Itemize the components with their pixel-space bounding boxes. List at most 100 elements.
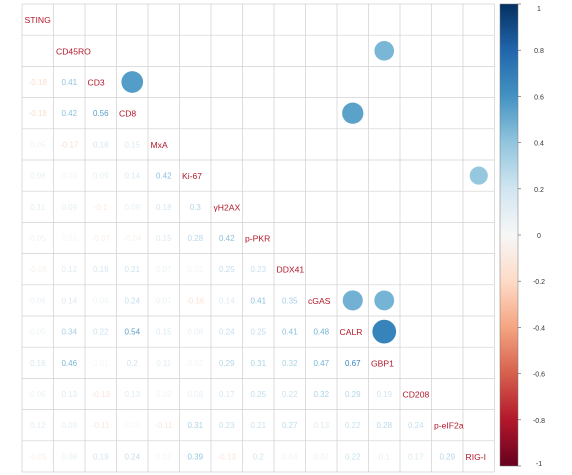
corr-value-rig-i-gh2ax: -0.13 bbox=[218, 452, 237, 461]
variable-label-calr: CALR bbox=[340, 327, 363, 337]
matrix-cells: STING CD45RO CD3 CD8 MxA Ki-67 γH2AX p-PKR DDX41… bbox=[25, 15, 488, 462]
corr-value-gbp1-mxa: 0.11 bbox=[156, 359, 172, 368]
corr-value-p-pkr-mxa: 0.15 bbox=[156, 234, 172, 243]
corr-value-gbp1-sting: 0.16 bbox=[30, 359, 46, 368]
corr-value-ki-67-cd45ro: 0.03 bbox=[61, 172, 77, 181]
corr-value-p-eif2a-sting: 0.12 bbox=[30, 421, 46, 430]
corr-value-ki-67-mxa: 0.42 bbox=[156, 172, 172, 181]
variable-label-rig-i: RIG-I bbox=[466, 452, 487, 462]
corr-value-p-eif2a-p-pkr: 0.21 bbox=[250, 421, 266, 430]
corr-circle-cgas-gbp1 bbox=[374, 290, 395, 311]
corr-value-gbp1-ki-67: 0.02 bbox=[187, 359, 203, 368]
corr-circle-ki-67-rig-i bbox=[469, 166, 488, 185]
corr-value-cgas-ki-67: -0.16 bbox=[186, 296, 205, 305]
corr-circle-cd8-calr bbox=[342, 102, 364, 124]
corr-value-cgas-cd3: 0.04 bbox=[93, 296, 109, 305]
corr-value-calr-sting: 0.05 bbox=[30, 328, 46, 337]
corr-value-calr-cgas: 0.48 bbox=[313, 328, 329, 337]
corr-value-calr-ki-67: 0.08 bbox=[187, 328, 203, 337]
corr-value-gh2ax-ki-67: 0.3 bbox=[190, 203, 202, 212]
corr-value-p-eif2a-cd208: 0.24 bbox=[408, 421, 424, 430]
colorbar-tick-label: -1 bbox=[536, 461, 542, 468]
corr-value-cd208-ki-67: 0.08 bbox=[187, 390, 203, 399]
corr-value-gh2ax-mxa: 0.18 bbox=[156, 203, 172, 212]
corr-value-rig-i-p-eif2a: 0.29 bbox=[439, 452, 455, 461]
corr-value-mxa-sting: 0.05 bbox=[30, 140, 46, 149]
corr-value-p-pkr-cd3: -0.07 bbox=[92, 234, 111, 243]
corr-value-rig-i-cd3: 0.19 bbox=[93, 452, 109, 461]
corr-value-rig-i-cd45ro: 0.08 bbox=[61, 452, 77, 461]
corr-value-gbp1-calr: 0.67 bbox=[345, 359, 361, 368]
corr-value-cd208-sting: 0.06 bbox=[30, 390, 46, 399]
corr-value-gbp1-cgas: 0.47 bbox=[313, 359, 329, 368]
corr-circle-cd45ro-gbp1 bbox=[374, 40, 395, 61]
corr-value-cd208-mxa: 0.02 bbox=[156, 390, 172, 399]
corr-value-cd8-sting: -0.18 bbox=[29, 109, 48, 118]
corr-value-gbp1-ddx41: 0.32 bbox=[282, 359, 298, 368]
corr-value-gbp1-p-pkr: 0.31 bbox=[250, 359, 266, 368]
corr-value-p-pkr-gh2ax: 0.42 bbox=[219, 234, 235, 243]
colorbar-tick-label: -0.8 bbox=[533, 418, 545, 425]
corr-value-rig-i-p-pkr: 0.2 bbox=[253, 452, 265, 461]
corr-value-p-eif2a-gbp1: 0.28 bbox=[376, 421, 392, 430]
corr-value-mxa-cd8: 0.15 bbox=[124, 140, 140, 149]
corr-value-cd208-calr: 0.29 bbox=[345, 390, 361, 399]
corr-value-p-pkr-cd8: -0.04 bbox=[123, 234, 142, 243]
corr-value-gbp1-cd8: 0.2 bbox=[127, 359, 139, 368]
corr-value-gh2ax-sting: 0.11 bbox=[30, 203, 46, 212]
variable-label-ddx41: DDX41 bbox=[277, 265, 305, 275]
corr-value-cd208-cd3: -0.13 bbox=[92, 390, 111, 399]
colorbar-tick-label: 1 bbox=[537, 6, 541, 13]
corr-value-cd3-sting: -0.18 bbox=[29, 78, 48, 87]
corr-value-calr-mxa: 0.15 bbox=[156, 328, 172, 337]
colorbar-tick-label: 0.8 bbox=[534, 48, 544, 55]
corr-value-cgas-cd8: 0.24 bbox=[124, 296, 140, 305]
corr-value-ddx41-p-pkr: 0.23 bbox=[250, 265, 266, 274]
corr-value-cgas-p-pkr: 0.41 bbox=[250, 296, 266, 305]
corr-value-calr-gh2ax: 0.24 bbox=[219, 328, 235, 337]
corr-value-p-eif2a-cd45ro: 0.09 bbox=[61, 421, 77, 430]
corr-value-cd208-gbp1: 0.19 bbox=[376, 390, 392, 399]
corr-circle-cd3-cd8 bbox=[121, 71, 144, 93]
corr-circle-cgas-calr bbox=[342, 290, 363, 311]
corr-value-gh2ax-cd8: 0.09 bbox=[124, 203, 140, 212]
corr-value-ddx41-mxa: 0.07 bbox=[156, 265, 172, 274]
variable-label-mxa: MxA bbox=[151, 140, 168, 150]
variable-label-gbp1: GBP1 bbox=[371, 358, 394, 368]
variable-label-cd3: CD3 bbox=[88, 78, 105, 88]
corr-value-mxa-cd3: 0.18 bbox=[93, 140, 109, 149]
corr-value-cd208-cgas: 0.32 bbox=[313, 390, 329, 399]
corr-value-calr-cd8: 0.54 bbox=[124, 328, 140, 337]
corr-value-ddx41-cd45ro: 0.12 bbox=[61, 265, 77, 274]
variable-label-cd8: CD8 bbox=[119, 109, 136, 119]
corr-value-p-pkr-cd45ro: 0.01 bbox=[61, 234, 77, 243]
corr-value-rig-i-ddx41: 0.04 bbox=[282, 452, 298, 461]
corr-value-rig-i-cgas: 0.07 bbox=[313, 452, 329, 461]
colorbar-tick-label: 0.2 bbox=[534, 187, 544, 194]
corr-value-p-eif2a-calr: 0.22 bbox=[345, 421, 361, 430]
corr-value-cd8-cd45ro: 0.42 bbox=[61, 109, 77, 118]
corr-value-ki-67-cd3: 0.09 bbox=[93, 172, 109, 181]
corr-value-ddx41-cd8: 0.21 bbox=[124, 265, 140, 274]
variable-label-p-eif2a: p-eIF2a bbox=[434, 421, 464, 431]
variable-label-cd45ro: CD45RO bbox=[56, 46, 91, 56]
corr-value-p-eif2a-cd8: 0.01 bbox=[124, 421, 140, 430]
corr-value-cgas-sting: 0.06 bbox=[30, 296, 46, 305]
corr-value-gh2ax-cd3: -0.1 bbox=[94, 203, 108, 212]
corr-value-cgas-cd45ro: 0.14 bbox=[61, 296, 77, 305]
corr-value-cd208-ddx41: 0.22 bbox=[282, 390, 298, 399]
corr-value-cgas-mxa: 0.07 bbox=[156, 296, 172, 305]
corr-value-gbp1-cd45ro: 0.46 bbox=[61, 359, 77, 368]
corr-value-p-eif2a-cd3: -0.11 bbox=[92, 421, 110, 430]
corr-value-gbp1-gh2ax: 0.29 bbox=[219, 359, 235, 368]
corr-value-calr-p-pkr: 0.25 bbox=[250, 328, 266, 337]
corr-value-cgas-gh2ax: 0.14 bbox=[219, 296, 235, 305]
corr-value-p-eif2a-ddx41: 0.27 bbox=[282, 421, 298, 430]
corr-value-p-pkr-ki-67: 0.28 bbox=[187, 234, 203, 243]
corr-value-gh2ax-cd45ro: 0.09 bbox=[61, 203, 77, 212]
variable-label-cgas: cGAS bbox=[308, 296, 331, 306]
corr-value-p-eif2a-gh2ax: 0.23 bbox=[219, 421, 235, 430]
corr-value-cd3-cd45ro: 0.41 bbox=[61, 78, 77, 87]
corr-value-rig-i-mxa: 0.02 bbox=[156, 452, 172, 461]
